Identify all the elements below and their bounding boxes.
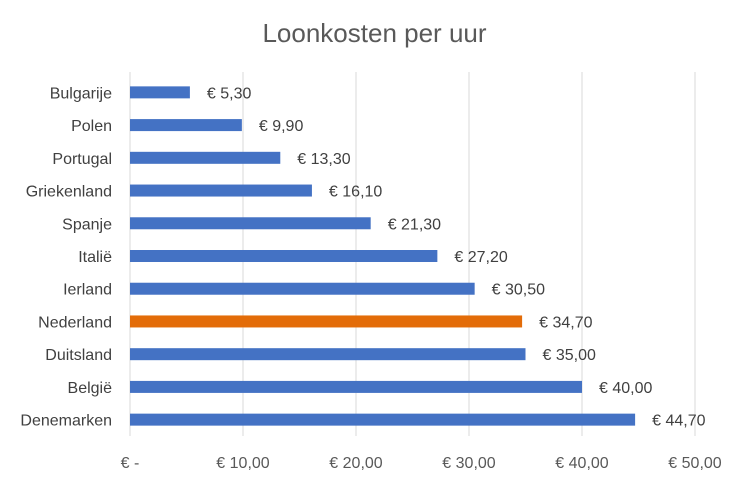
category-label: Italië — [78, 249, 112, 266]
data-label: € 21,30 — [388, 216, 441, 233]
category-label: Griekenland — [26, 184, 112, 201]
bar-polen — [130, 119, 242, 132]
x-tick-label: € 30,00 — [442, 455, 495, 472]
x-tick-label: € - — [121, 455, 140, 472]
category-label: Spanje — [62, 216, 112, 233]
data-label: € 40,00 — [599, 380, 652, 397]
bar-denemarken — [130, 413, 636, 426]
category-label: Duitsland — [45, 347, 112, 364]
bar-portugal — [130, 151, 281, 164]
category-label: Portugal — [52, 151, 112, 168]
x-tick-label: € 40,00 — [555, 455, 608, 472]
category-label: Denemarken — [20, 413, 112, 430]
bar-belgi- — [130, 380, 582, 393]
data-label: € 5,30 — [207, 85, 252, 102]
data-label: € 13,30 — [297, 151, 350, 168]
data-label: € 34,70 — [539, 314, 592, 331]
bar-bulgarije — [130, 86, 190, 99]
category-label: Polen — [71, 118, 112, 135]
bar-griekenland — [130, 184, 312, 197]
bar-spanje — [130, 217, 371, 230]
x-tick-label: € 10,00 — [216, 455, 269, 472]
category-label: Bulgarije — [50, 85, 112, 102]
data-label: € 35,00 — [543, 347, 596, 364]
data-label: € 9,90 — [259, 118, 304, 135]
bar-itali- — [130, 250, 438, 262]
category-label: Nederland — [38, 314, 112, 331]
category-labels: Bulgarije Polen Portugal Griekenland Spanje I… — [20, 85, 112, 429]
bar-duitsland — [130, 348, 526, 361]
category-label: Ierland — [63, 282, 112, 299]
category-label: België — [68, 380, 113, 397]
data-label: € 27,20 — [454, 249, 507, 266]
data-label: € 44,70 — [652, 413, 705, 430]
x-axis-tick-labels: € - € 10,00 € 20,00 € 30,00 € 40,00 € 50,00 — [121, 455, 722, 472]
bar-nederland — [130, 315, 523, 328]
data-label: € 16,10 — [329, 184, 382, 201]
x-tick-label: € 50,00 — [668, 455, 721, 472]
bars — [130, 86, 636, 426]
x-tick-label: € 20,00 — [329, 455, 382, 472]
data-label: € 30,50 — [492, 282, 545, 299]
bar-ierland — [130, 282, 475, 295]
chart-title: Loonkosten per uur — [262, 18, 487, 48]
data-labels: € 5,30 € 9,90 € 13,30 € 16,10 € 21,30 € 27,20… — [207, 85, 706, 429]
